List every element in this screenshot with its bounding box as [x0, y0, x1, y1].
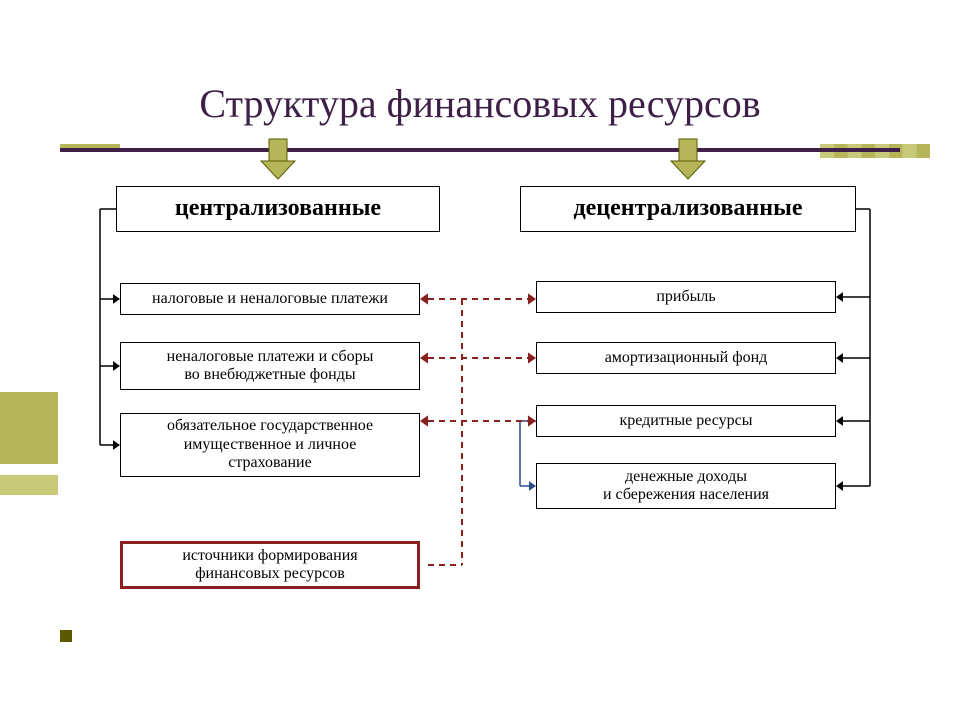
left-item-0: налоговые и неналоговые платежи [120, 283, 420, 315]
slide-title: Структура финансовых ресурсов [0, 80, 960, 127]
source-box: источники формирования финансовых ресурс… [120, 541, 420, 589]
left-item-2: обязательное государственное имущественн… [120, 413, 420, 477]
right-item-0: прибыль [536, 281, 836, 313]
header-decentralized: децентрализованные [520, 186, 856, 232]
header-centralized: централизованные [116, 186, 440, 232]
diagram-stage: Структура финансовых ресурсов централизо… [0, 0, 960, 720]
right-item-2: кредитные ресурсы [536, 405, 836, 437]
right-item-1: амортизационный фонд [536, 342, 836, 374]
left-item-1: неналоговые платежи и сборы во внебюджет… [120, 342, 420, 390]
right-item-3: денежные доходы и сбережения населения [536, 463, 836, 509]
